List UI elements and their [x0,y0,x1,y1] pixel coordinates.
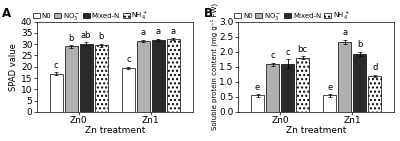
Bar [80,44,93,112]
X-axis label: Zn treatment: Zn treatment [286,126,346,136]
Bar [152,40,165,112]
Text: c: c [270,51,275,60]
Text: a: a [342,28,347,38]
Text: B: B [204,7,212,20]
Text: a: a [156,27,161,37]
Y-axis label: Soluble protein content (mg g⁻¹ FW): Soluble protein content (mg g⁻¹ FW) [210,3,218,130]
Text: b: b [98,32,104,41]
Bar [266,64,279,112]
Text: b: b [68,34,74,43]
Bar [137,41,150,112]
Bar [353,54,366,112]
Bar [296,58,309,112]
Bar [50,73,63,112]
Text: c: c [54,61,58,70]
Text: e: e [327,83,332,92]
Bar [323,95,336,112]
Text: A: A [2,7,11,20]
Text: a: a [171,27,176,36]
Bar [95,45,108,112]
Bar [251,95,264,112]
Legend: N0, NO$_3^-$, Mixed-N, NH$_4^+$: N0, NO$_3^-$, Mixed-N, NH$_4^+$ [32,9,149,23]
Y-axis label: SPAD value: SPAD value [9,43,18,91]
Text: e: e [255,83,260,92]
Text: c: c [285,48,290,57]
Text: bc: bc [298,45,308,54]
Bar [65,46,78,112]
Bar [281,64,294,112]
X-axis label: Zn treatment: Zn treatment [85,126,145,136]
Text: ab: ab [81,31,92,40]
Bar [338,42,351,112]
Text: a: a [141,28,146,37]
Text: d: d [372,63,378,72]
Bar [167,39,180,112]
Bar [368,76,381,112]
Text: c: c [126,55,131,64]
Text: b: b [357,40,362,49]
Legend: N0, NO$_3^-$, Mixed-N, NH$_4^+$: N0, NO$_3^-$, Mixed-N, NH$_4^+$ [234,9,350,23]
Bar [122,68,135,112]
